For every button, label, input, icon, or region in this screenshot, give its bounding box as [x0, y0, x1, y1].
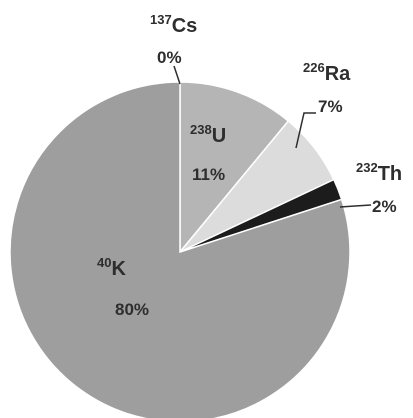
- label-cs-mass: 137: [150, 12, 172, 27]
- label-u-percent: 11%: [192, 165, 225, 184]
- leader-line-cs: [173, 65, 181, 85]
- pie-slices: [9, 81, 351, 418]
- leader-lines: [173, 65, 372, 208]
- label-th-nuclide: 232Th: [356, 160, 402, 185]
- leader-line-ra: [295, 112, 316, 149]
- label-cs-percent: 0%: [157, 48, 182, 67]
- label-u-mass: 238: [190, 122, 212, 137]
- label-ra-percent: 7%: [318, 97, 343, 116]
- label-ra-nuclide: 226Ra: [303, 60, 351, 85]
- label-u-element: U: [212, 125, 226, 147]
- label-k-percent: 80%: [115, 300, 149, 319]
- label-ra-mass: 226: [303, 60, 325, 75]
- label-k-nuclide: 40K: [97, 255, 126, 280]
- label-th-percent: 2%: [372, 197, 397, 216]
- label-k-element: K: [111, 258, 126, 280]
- label-cs-element: Cs: [172, 15, 198, 37]
- label-th-mass: 232: [356, 160, 378, 175]
- label-cs-nuclide: 137Cs: [150, 12, 197, 37]
- leader-line-th: [339, 204, 372, 208]
- label-k-mass: 40: [97, 255, 111, 270]
- label-th-element: Th: [378, 163, 402, 185]
- label-ra-element: Ra: [325, 63, 351, 85]
- label-u-nuclide: 238U: [190, 122, 226, 147]
- pie-slice-k: [9, 81, 351, 418]
- pie-slice-u: [179, 81, 290, 255]
